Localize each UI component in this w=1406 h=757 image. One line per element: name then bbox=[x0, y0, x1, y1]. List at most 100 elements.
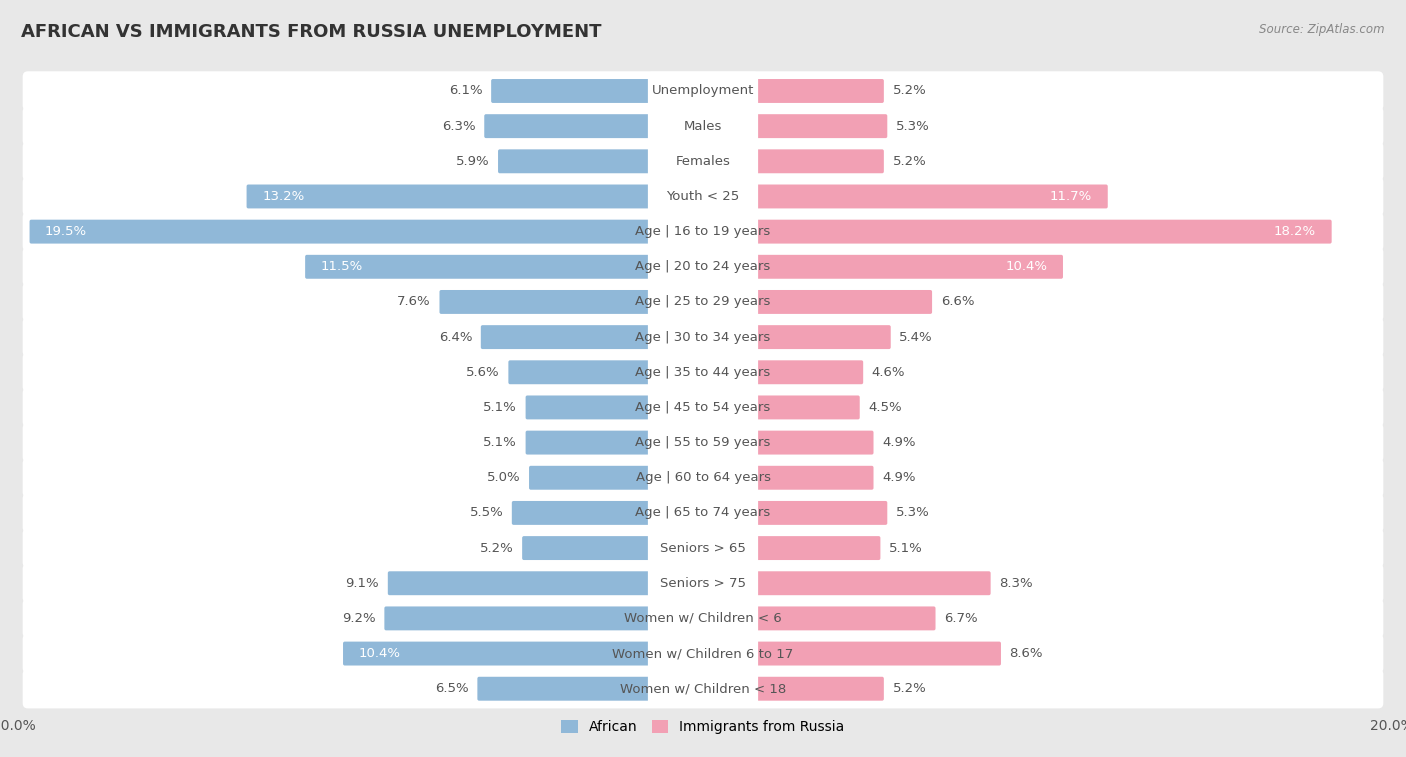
FancyBboxPatch shape bbox=[648, 634, 758, 673]
FancyBboxPatch shape bbox=[702, 290, 932, 314]
FancyBboxPatch shape bbox=[509, 360, 704, 385]
Text: 5.3%: 5.3% bbox=[896, 120, 929, 132]
Text: 11.5%: 11.5% bbox=[321, 260, 363, 273]
FancyBboxPatch shape bbox=[22, 458, 1384, 497]
FancyBboxPatch shape bbox=[702, 360, 863, 385]
FancyBboxPatch shape bbox=[648, 177, 758, 216]
FancyBboxPatch shape bbox=[648, 142, 758, 181]
Text: 5.0%: 5.0% bbox=[486, 472, 520, 484]
FancyBboxPatch shape bbox=[498, 149, 704, 173]
FancyBboxPatch shape bbox=[648, 494, 758, 532]
Text: Age | 55 to 59 years: Age | 55 to 59 years bbox=[636, 436, 770, 449]
Text: Women w/ Children < 6: Women w/ Children < 6 bbox=[624, 612, 782, 625]
FancyBboxPatch shape bbox=[648, 212, 758, 251]
Text: AFRICAN VS IMMIGRANTS FROM RUSSIA UNEMPLOYMENT: AFRICAN VS IMMIGRANTS FROM RUSSIA UNEMPL… bbox=[21, 23, 602, 41]
Text: 5.5%: 5.5% bbox=[470, 506, 503, 519]
Text: Age | 25 to 29 years: Age | 25 to 29 years bbox=[636, 295, 770, 308]
Text: 5.2%: 5.2% bbox=[893, 85, 927, 98]
Text: 7.6%: 7.6% bbox=[398, 295, 430, 308]
FancyBboxPatch shape bbox=[22, 563, 1384, 603]
FancyBboxPatch shape bbox=[702, 395, 859, 419]
FancyBboxPatch shape bbox=[648, 107, 758, 145]
FancyBboxPatch shape bbox=[648, 248, 758, 286]
Text: 5.1%: 5.1% bbox=[484, 401, 517, 414]
Text: 10.4%: 10.4% bbox=[1005, 260, 1047, 273]
FancyBboxPatch shape bbox=[648, 282, 758, 321]
FancyBboxPatch shape bbox=[22, 599, 1384, 638]
Text: Youth < 25: Youth < 25 bbox=[666, 190, 740, 203]
Text: 4.5%: 4.5% bbox=[869, 401, 903, 414]
FancyBboxPatch shape bbox=[484, 114, 704, 138]
FancyBboxPatch shape bbox=[702, 677, 884, 701]
Text: 5.3%: 5.3% bbox=[896, 506, 929, 519]
FancyBboxPatch shape bbox=[22, 212, 1384, 251]
FancyBboxPatch shape bbox=[648, 599, 758, 637]
FancyBboxPatch shape bbox=[440, 290, 704, 314]
Text: Women w/ Children 6 to 17: Women w/ Children 6 to 17 bbox=[613, 647, 793, 660]
FancyBboxPatch shape bbox=[702, 79, 884, 103]
FancyBboxPatch shape bbox=[22, 142, 1384, 181]
FancyBboxPatch shape bbox=[522, 536, 704, 560]
FancyBboxPatch shape bbox=[343, 642, 704, 665]
FancyBboxPatch shape bbox=[305, 255, 704, 279]
FancyBboxPatch shape bbox=[702, 501, 887, 525]
Text: 11.7%: 11.7% bbox=[1050, 190, 1092, 203]
FancyBboxPatch shape bbox=[648, 72, 758, 111]
Text: 5.6%: 5.6% bbox=[467, 366, 499, 378]
FancyBboxPatch shape bbox=[702, 326, 891, 349]
FancyBboxPatch shape bbox=[702, 642, 1001, 665]
FancyBboxPatch shape bbox=[22, 353, 1384, 392]
Text: Seniors > 75: Seniors > 75 bbox=[659, 577, 747, 590]
FancyBboxPatch shape bbox=[648, 564, 758, 603]
Text: 5.4%: 5.4% bbox=[900, 331, 934, 344]
Text: 6.6%: 6.6% bbox=[941, 295, 974, 308]
Text: 8.6%: 8.6% bbox=[1010, 647, 1043, 660]
FancyBboxPatch shape bbox=[246, 185, 704, 208]
FancyBboxPatch shape bbox=[702, 431, 873, 454]
FancyBboxPatch shape bbox=[702, 536, 880, 560]
FancyBboxPatch shape bbox=[529, 466, 704, 490]
FancyBboxPatch shape bbox=[702, 255, 1063, 279]
FancyBboxPatch shape bbox=[648, 318, 758, 357]
FancyBboxPatch shape bbox=[702, 606, 935, 631]
Text: 6.7%: 6.7% bbox=[945, 612, 977, 625]
Text: Age | 60 to 64 years: Age | 60 to 64 years bbox=[636, 472, 770, 484]
FancyBboxPatch shape bbox=[22, 669, 1384, 709]
Text: 4.6%: 4.6% bbox=[872, 366, 905, 378]
Text: Source: ZipAtlas.com: Source: ZipAtlas.com bbox=[1260, 23, 1385, 36]
Text: 5.9%: 5.9% bbox=[456, 155, 489, 168]
Text: 8.3%: 8.3% bbox=[1000, 577, 1033, 590]
FancyBboxPatch shape bbox=[648, 388, 758, 427]
FancyBboxPatch shape bbox=[648, 528, 758, 568]
Text: 6.1%: 6.1% bbox=[449, 85, 482, 98]
FancyBboxPatch shape bbox=[388, 572, 704, 595]
FancyBboxPatch shape bbox=[491, 79, 704, 103]
FancyBboxPatch shape bbox=[702, 149, 884, 173]
Text: 18.2%: 18.2% bbox=[1274, 225, 1316, 238]
FancyBboxPatch shape bbox=[512, 501, 704, 525]
Text: Unemployment: Unemployment bbox=[652, 85, 754, 98]
Text: 6.4%: 6.4% bbox=[439, 331, 472, 344]
Text: Women w/ Children < 18: Women w/ Children < 18 bbox=[620, 682, 786, 695]
FancyBboxPatch shape bbox=[648, 423, 758, 462]
FancyBboxPatch shape bbox=[22, 71, 1384, 111]
Text: 6.5%: 6.5% bbox=[434, 682, 468, 695]
FancyBboxPatch shape bbox=[702, 466, 873, 490]
FancyBboxPatch shape bbox=[22, 282, 1384, 322]
Text: 13.2%: 13.2% bbox=[262, 190, 304, 203]
Legend: African, Immigrants from Russia: African, Immigrants from Russia bbox=[555, 715, 851, 740]
Text: 19.5%: 19.5% bbox=[45, 225, 87, 238]
FancyBboxPatch shape bbox=[22, 634, 1384, 673]
Text: Age | 20 to 24 years: Age | 20 to 24 years bbox=[636, 260, 770, 273]
Text: Age | 45 to 54 years: Age | 45 to 54 years bbox=[636, 401, 770, 414]
Text: Males: Males bbox=[683, 120, 723, 132]
FancyBboxPatch shape bbox=[481, 326, 704, 349]
Text: 5.2%: 5.2% bbox=[479, 541, 513, 555]
Text: 5.1%: 5.1% bbox=[484, 436, 517, 449]
FancyBboxPatch shape bbox=[22, 317, 1384, 357]
FancyBboxPatch shape bbox=[648, 353, 758, 391]
FancyBboxPatch shape bbox=[526, 431, 704, 454]
Text: 10.4%: 10.4% bbox=[359, 647, 401, 660]
FancyBboxPatch shape bbox=[22, 247, 1384, 286]
Text: 4.9%: 4.9% bbox=[882, 436, 915, 449]
